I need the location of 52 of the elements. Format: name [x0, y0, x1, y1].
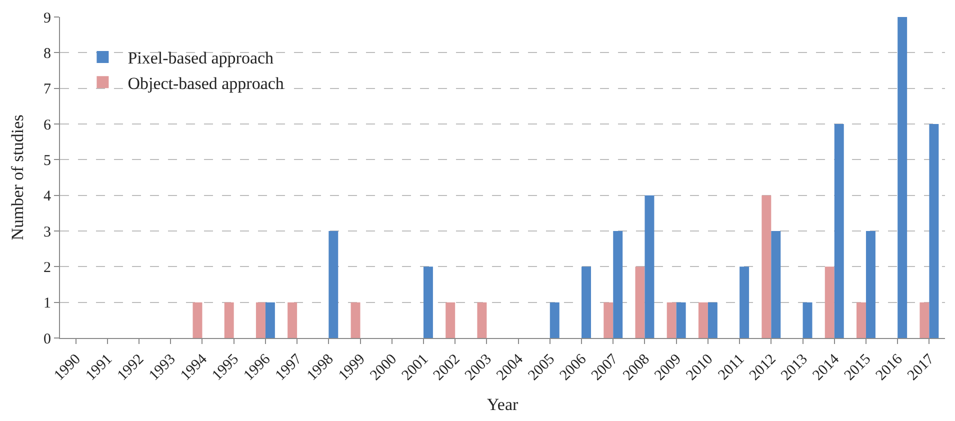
bar — [771, 231, 781, 338]
x-tick-label: 1992 — [114, 351, 148, 384]
bar — [477, 302, 487, 338]
x-tick-label: 1991 — [83, 351, 116, 384]
y-tick-label: 5 — [44, 152, 51, 169]
bar — [802, 302, 812, 338]
bar — [866, 231, 876, 338]
x-tick-label: 1993 — [146, 351, 179, 384]
bar — [708, 302, 718, 338]
x-tick-label: 1990 — [51, 351, 84, 384]
bar — [224, 302, 234, 338]
y-tick-label: 7 — [44, 82, 52, 98]
y-tick-label: 0 — [44, 331, 51, 348]
bar — [446, 302, 456, 338]
bar — [824, 266, 834, 338]
bar — [613, 231, 623, 338]
bar — [582, 266, 591, 338]
bar — [762, 195, 772, 338]
legend-label: Object-based approach — [128, 74, 284, 93]
bar — [856, 302, 866, 338]
bar — [192, 302, 202, 338]
bar — [635, 266, 645, 338]
x-tick-label: 2011 — [716, 351, 748, 384]
bar — [834, 124, 844, 338]
bar — [256, 302, 266, 338]
y-tick-label: 3 — [44, 224, 51, 240]
y-tick-label: 6 — [44, 117, 52, 134]
bar — [698, 302, 708, 338]
y-tick-label: 8 — [44, 46, 51, 62]
y-tick-label: 4 — [44, 188, 52, 205]
bar — [328, 231, 338, 338]
bar — [676, 302, 686, 338]
bar — [929, 124, 939, 338]
y-axis-title: Number of studies — [8, 114, 28, 240]
bar — [423, 266, 433, 338]
legend-label: Pixel-based approach — [128, 48, 274, 68]
bar — [604, 302, 614, 338]
bar — [666, 302, 676, 338]
bar — [550, 302, 560, 338]
y-tick-label: 1 — [44, 296, 51, 312]
bar — [920, 302, 930, 338]
y-tick-label: 2 — [44, 260, 51, 276]
bar — [644, 195, 654, 338]
x-axis-title: Year — [486, 395, 518, 414]
bar — [740, 266, 750, 338]
y-tick-label: 9 — [44, 10, 51, 26]
bar — [898, 17, 908, 338]
bar — [265, 302, 275, 338]
bar — [288, 302, 298, 338]
x-tick-label: 1999 — [336, 351, 368, 384]
x-tick-label: 2001 — [399, 351, 432, 384]
bar — [350, 302, 360, 338]
